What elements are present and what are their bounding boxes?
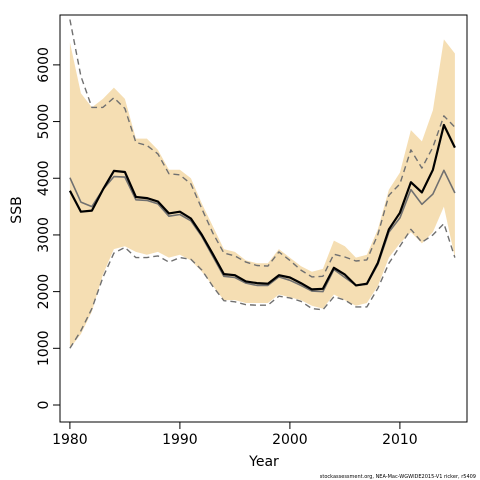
y-tick-label: 0	[36, 401, 52, 410]
y-axis-label: SSB	[9, 196, 25, 223]
x-axis: 1980 1990 2000 2010	[52, 421, 418, 448]
confidence-band-layer	[69, 39, 455, 349]
x-tick-label: 1990	[162, 432, 198, 448]
x-axis-label: Year	[248, 454, 279, 470]
x-tick-label: 2010	[382, 432, 418, 448]
y-tick-label: 3000	[36, 217, 52, 253]
y-tick-label: 6000	[36, 47, 52, 83]
series-line-layer	[68, 19, 456, 349]
series-line-median-1	[69, 169, 456, 293]
footnote: stockassessment.org, NEA-Mac-WGWIDE2015-…	[320, 474, 476, 480]
y-tick-label: 2000	[36, 274, 52, 310]
series-line-bounds-3	[69, 222, 456, 349]
series-line-bounds-2	[69, 19, 456, 278]
confidence-band	[69, 39, 455, 349]
y-axis: 0 1000 2000 3000 4000 5000 6000	[36, 47, 61, 410]
y-tick-label: 1000	[36, 330, 52, 366]
series-line-estimate-0	[68, 123, 456, 291]
x-tick-label: 1980	[52, 432, 88, 448]
plot-content	[68, 19, 456, 349]
x-tick-label: 2000	[272, 432, 308, 448]
y-tick-label: 5000	[36, 104, 52, 140]
y-tick-label: 4000	[36, 160, 52, 196]
